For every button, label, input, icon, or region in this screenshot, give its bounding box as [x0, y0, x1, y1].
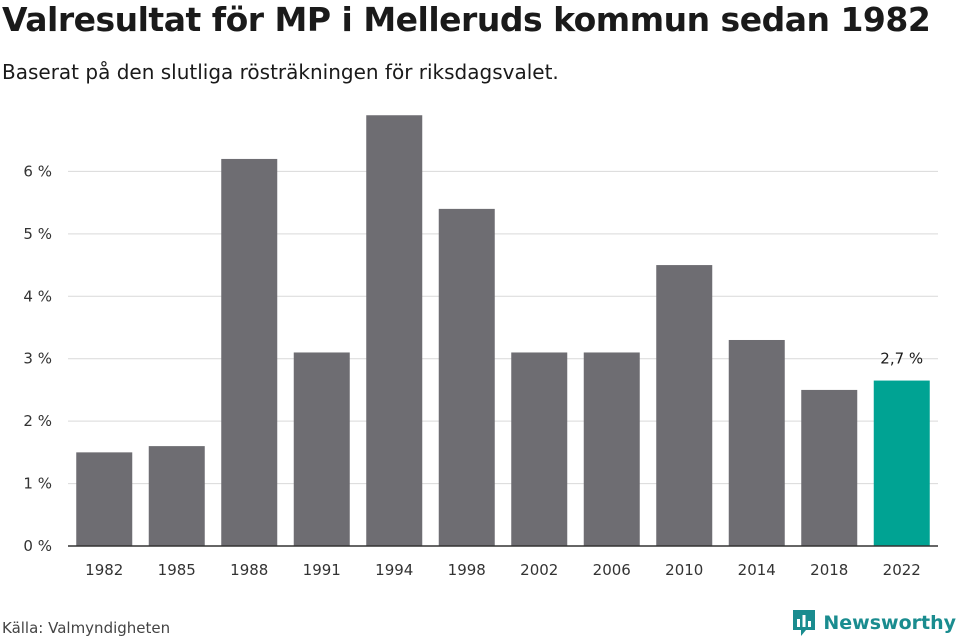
chart-subtitle: Baserat på den slutliga rösträkningen fö…	[2, 60, 559, 84]
bar	[366, 115, 423, 546]
newsworthy-icon	[793, 610, 816, 636]
y-tick-label: 1 %	[23, 475, 52, 493]
x-tick-label: 1998	[448, 561, 486, 579]
x-tick-label: 1991	[303, 561, 341, 579]
x-tick-label: 2010	[665, 561, 703, 579]
brand-logo: Newsworthy	[791, 608, 956, 638]
bar	[801, 389, 858, 546]
bar	[511, 352, 568, 546]
x-tick-label: 1985	[158, 561, 196, 579]
bar	[148, 446, 205, 546]
y-tick-label: 5 %	[23, 225, 52, 243]
x-tick-label: 1988	[230, 561, 268, 579]
y-tick-label: 6 %	[23, 162, 52, 180]
bar	[438, 208, 495, 546]
x-tick-label: 2022	[883, 561, 921, 579]
y-tick-label: 0 %	[23, 537, 52, 555]
bar	[656, 265, 713, 546]
x-tick-label: 1994	[375, 561, 413, 579]
x-tick-label: 2018	[810, 561, 848, 579]
bar	[293, 352, 350, 546]
bar	[728, 339, 785, 546]
chart-title: Valresultat för MP i Melleruds kommun se…	[2, 0, 931, 39]
x-tick-label: 2006	[593, 561, 631, 579]
bar	[221, 158, 278, 546]
bar	[583, 352, 640, 546]
x-tick-label: 1982	[85, 561, 123, 579]
source-note: Källa: Valmyndigheten	[2, 619, 171, 637]
x-tick-label: 2002	[520, 561, 558, 579]
data-label: 2,7 %	[880, 350, 923, 368]
y-tick-label: 4 %	[23, 287, 52, 305]
x-tick-label: 2014	[738, 561, 776, 579]
bar	[76, 452, 133, 546]
y-tick-label: 2 %	[23, 412, 52, 430]
bar	[873, 380, 930, 546]
brand-name: Newsworthy	[823, 612, 956, 634]
y-tick-label: 3 %	[23, 350, 52, 368]
